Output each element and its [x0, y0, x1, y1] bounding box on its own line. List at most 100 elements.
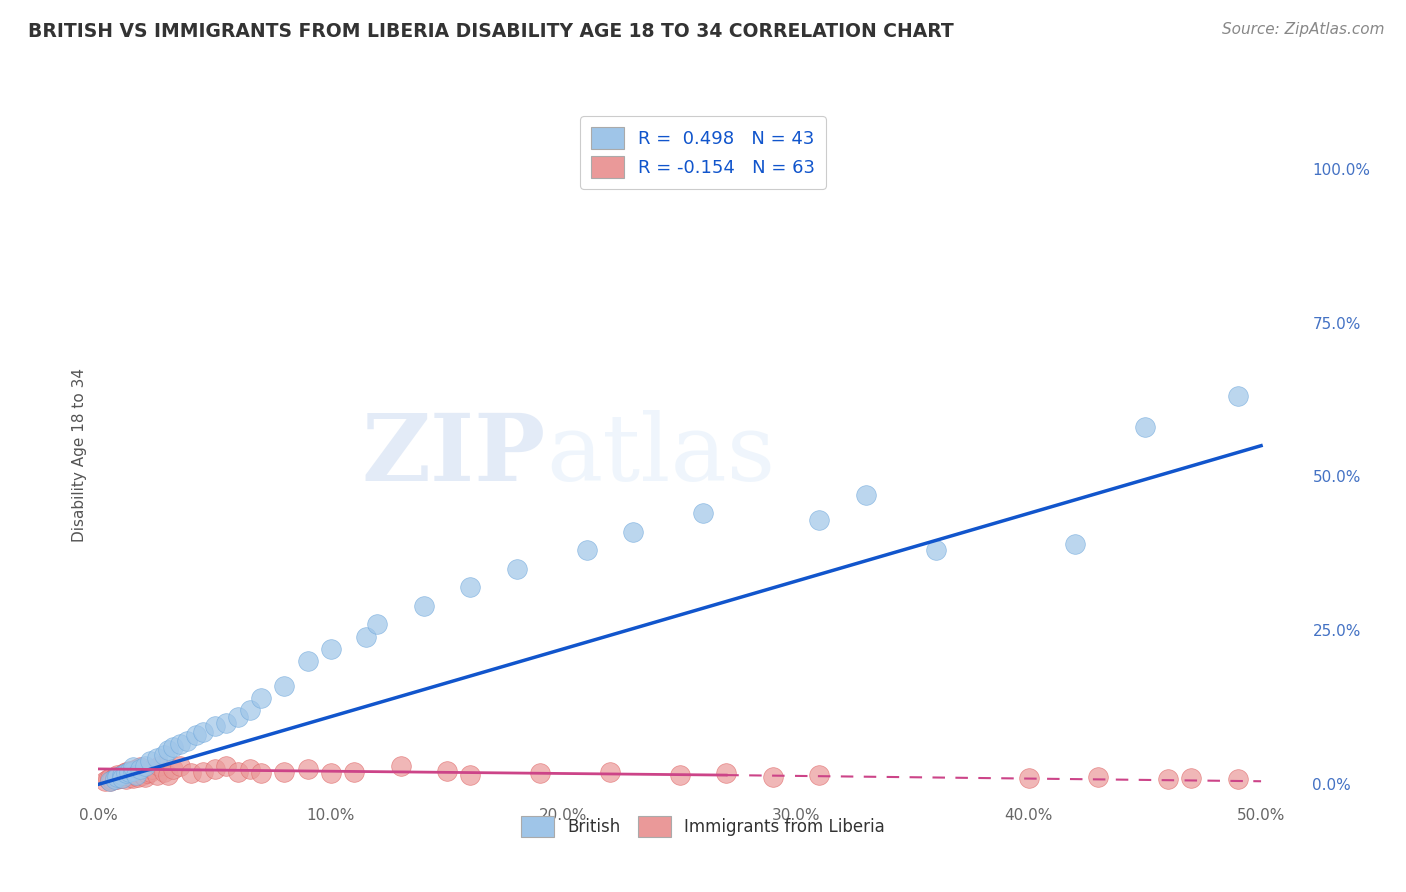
Point — [716, 766, 738, 780]
Point — [204, 762, 226, 776]
Point — [136, 766, 159, 780]
Point — [145, 751, 167, 765]
Point — [191, 764, 214, 779]
Point — [169, 759, 191, 773]
Point — [112, 770, 135, 784]
Point — [529, 766, 551, 780]
Point — [112, 766, 135, 780]
Point — [129, 760, 152, 774]
Point — [127, 770, 149, 784]
Point — [319, 766, 342, 780]
Point — [184, 728, 207, 742]
Point — [436, 764, 458, 778]
Text: atlas: atlas — [546, 410, 775, 500]
Point — [191, 725, 214, 739]
Point — [124, 762, 146, 776]
Point — [621, 524, 644, 539]
Point — [104, 772, 127, 787]
Point — [111, 771, 134, 785]
Point — [118, 764, 141, 779]
Point — [108, 771, 131, 785]
Point — [124, 768, 146, 782]
Point — [297, 762, 319, 776]
Point — [176, 734, 198, 748]
Point — [575, 543, 598, 558]
Point — [668, 768, 690, 782]
Point — [138, 764, 160, 779]
Point — [157, 743, 180, 757]
Text: ZIP: ZIP — [361, 410, 546, 500]
Point — [1226, 772, 1249, 787]
Point — [122, 771, 145, 785]
Point — [104, 770, 127, 784]
Point — [115, 772, 138, 787]
Point — [599, 764, 621, 779]
Point — [1018, 771, 1040, 785]
Point — [115, 766, 138, 780]
Point — [226, 764, 249, 779]
Point — [1226, 389, 1249, 403]
Point — [152, 764, 174, 779]
Point — [273, 764, 295, 779]
Point — [141, 762, 163, 776]
Y-axis label: Disability Age 18 to 34: Disability Age 18 to 34 — [72, 368, 87, 542]
Point — [762, 770, 785, 784]
Point — [152, 747, 174, 762]
Point — [273, 679, 295, 693]
Text: BRITISH VS IMMIGRANTS FROM LIBERIA DISABILITY AGE 18 TO 34 CORRELATION CHART: BRITISH VS IMMIGRANTS FROM LIBERIA DISAB… — [28, 22, 953, 41]
Point — [98, 773, 121, 788]
Point — [111, 771, 134, 785]
Point — [115, 764, 138, 779]
Point — [108, 770, 131, 784]
Point — [94, 774, 117, 789]
Point — [1087, 770, 1109, 784]
Point — [105, 768, 128, 782]
Point — [924, 543, 946, 558]
Point — [118, 764, 141, 778]
Point — [124, 768, 146, 782]
Point — [122, 766, 145, 780]
Point — [1133, 420, 1156, 434]
Point — [1157, 772, 1180, 787]
Point — [118, 768, 141, 782]
Point — [104, 772, 127, 786]
Point — [460, 768, 482, 782]
Text: Source: ZipAtlas.com: Source: ZipAtlas.com — [1222, 22, 1385, 37]
Point — [120, 770, 142, 784]
Point — [122, 764, 145, 778]
Point — [162, 740, 184, 755]
Point — [239, 762, 262, 776]
Point — [319, 641, 342, 656]
Point — [98, 771, 121, 785]
Legend: British, Immigrants from Liberia: British, Immigrants from Liberia — [515, 810, 891, 843]
Point — [134, 759, 156, 773]
Point — [389, 759, 412, 773]
Point — [808, 768, 831, 782]
Point — [239, 703, 262, 717]
Point — [215, 715, 238, 730]
Point — [366, 617, 388, 632]
Point — [215, 759, 238, 773]
Point — [134, 770, 156, 784]
Point — [297, 654, 319, 668]
Point — [145, 768, 167, 782]
Point — [148, 759, 170, 773]
Point — [157, 768, 180, 782]
Point — [1180, 771, 1202, 785]
Point — [460, 580, 482, 594]
Point — [413, 599, 436, 613]
Point — [105, 770, 128, 784]
Point — [204, 719, 226, 733]
Point — [692, 507, 714, 521]
Point — [855, 488, 877, 502]
Point — [808, 512, 831, 526]
Point — [162, 762, 184, 776]
Point — [180, 766, 202, 780]
Point — [105, 772, 128, 787]
Point — [97, 772, 120, 787]
Point — [343, 764, 366, 779]
Point — [129, 762, 152, 776]
Point — [506, 562, 529, 576]
Point — [111, 768, 134, 782]
Point — [131, 768, 153, 782]
